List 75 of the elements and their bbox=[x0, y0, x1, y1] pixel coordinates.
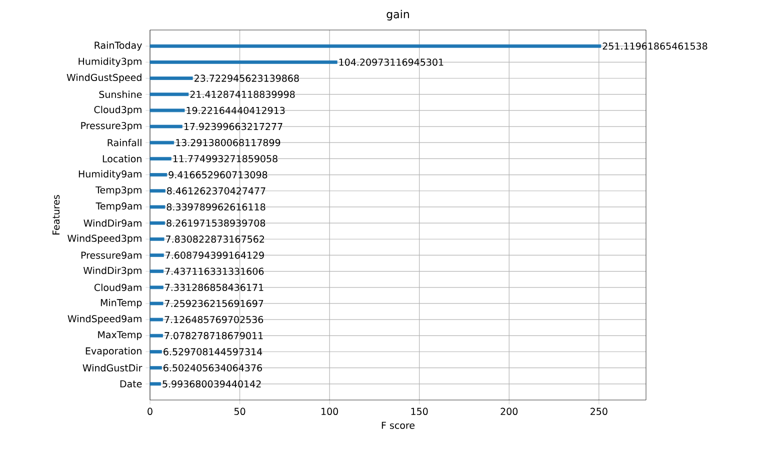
x-tick-label: 100 bbox=[322, 408, 338, 415]
x-tick-label: 0 bbox=[148, 408, 152, 415]
bar bbox=[150, 237, 164, 241]
y-tick-label: Humidity9am bbox=[78, 170, 142, 180]
bar bbox=[150, 221, 166, 225]
bar bbox=[150, 173, 168, 176]
bar bbox=[150, 108, 185, 112]
bar bbox=[150, 76, 193, 80]
data-label: 6.502405634064376 bbox=[164, 364, 262, 372]
y-tick-label: WindDir3pm bbox=[83, 266, 142, 276]
y-axis-title: Features bbox=[52, 195, 60, 234]
data-label: 7.830822873167562 bbox=[166, 236, 264, 243]
data-label: 104.20973116945301 bbox=[339, 58, 444, 66]
bar bbox=[150, 270, 164, 274]
bar bbox=[150, 44, 602, 48]
data-label: 7.078278718679011 bbox=[164, 332, 263, 340]
bar bbox=[150, 156, 172, 160]
bar bbox=[150, 205, 166, 209]
x-tick-label: 150 bbox=[411, 408, 428, 415]
y-tick-label: Date bbox=[120, 380, 142, 388]
data-label: 23.722945623139868 bbox=[194, 74, 299, 82]
bar bbox=[150, 350, 162, 354]
y-tick-label: Temp3pm bbox=[96, 186, 142, 196]
bar bbox=[150, 318, 163, 322]
x-axis-title: F score bbox=[382, 422, 415, 429]
data-label: 7.259236215691697 bbox=[165, 300, 264, 308]
y-tick-label: MinTemp bbox=[100, 298, 142, 308]
data-label: 5.993680039440142 bbox=[162, 380, 261, 388]
y-tick-label: Evaporation bbox=[86, 347, 142, 356]
data-label: 8.339789962616118 bbox=[166, 203, 266, 211]
chart-title: gain bbox=[386, 10, 409, 20]
data-label: 7.126485769702536 bbox=[164, 316, 264, 324]
y-tick-label: Location bbox=[102, 155, 142, 162]
data-label: 21.412874118839998 bbox=[190, 90, 295, 98]
data-label: 11.774993271859058 bbox=[173, 155, 278, 162]
y-tick-label: WindGustDir bbox=[82, 364, 142, 372]
bar bbox=[150, 140, 174, 144]
y-tick-label: Humidity3pm bbox=[78, 58, 142, 67]
y-tick-label: Cloud9am bbox=[94, 284, 142, 292]
data-label: 251.11961865461538 bbox=[602, 42, 708, 50]
y-tick-label: Sunshine bbox=[99, 90, 142, 98]
data-label: 17.92399663217277 bbox=[184, 122, 282, 130]
bar bbox=[150, 124, 182, 128]
x-tick-label: 50 bbox=[234, 408, 246, 415]
y-tick-label: WindDir9am bbox=[84, 219, 142, 227]
y-tick-label: Temp9am bbox=[96, 202, 142, 212]
x-tick-label: 250 bbox=[590, 408, 608, 415]
y-tick-label: Rainfall bbox=[108, 138, 142, 146]
y-tick-label: RainToday bbox=[94, 41, 142, 51]
bar bbox=[150, 60, 338, 64]
data-label: 6.529708144597314 bbox=[164, 348, 262, 356]
bar bbox=[150, 302, 164, 306]
data-label: 7.437116331331606 bbox=[165, 268, 264, 275]
bar bbox=[150, 254, 164, 257]
bar bbox=[150, 286, 164, 290]
bar bbox=[150, 382, 161, 386]
bar bbox=[150, 92, 189, 96]
y-tick-label: Pressure3pm bbox=[81, 122, 142, 132]
data-label: 8.461262370427477 bbox=[167, 187, 266, 194]
data-label: 13.291380068117899 bbox=[176, 139, 280, 146]
y-tick-label: WindGustSpeed bbox=[66, 74, 142, 83]
bar bbox=[150, 189, 166, 193]
y-tick-label: WindSpeed3pm bbox=[68, 234, 142, 244]
y-tick-label: MaxTemp bbox=[98, 331, 142, 340]
data-label: 7.331286858436171 bbox=[165, 284, 264, 291]
y-tick-label: WindSpeed9am bbox=[68, 314, 142, 324]
data-label: 19.22164440412913 bbox=[186, 106, 285, 114]
bar bbox=[150, 334, 163, 338]
y-tick-label: Cloud3pm bbox=[94, 106, 142, 116]
y-tick-label: Pressure9am bbox=[81, 252, 142, 259]
data-label: 9.416652960713098 bbox=[168, 171, 268, 178]
data-label: 7.608794399164129 bbox=[166, 252, 264, 259]
x-tick-label: 200 bbox=[500, 408, 518, 415]
bar bbox=[150, 366, 162, 370]
data-label: 8.261971538939708 bbox=[166, 219, 266, 227]
